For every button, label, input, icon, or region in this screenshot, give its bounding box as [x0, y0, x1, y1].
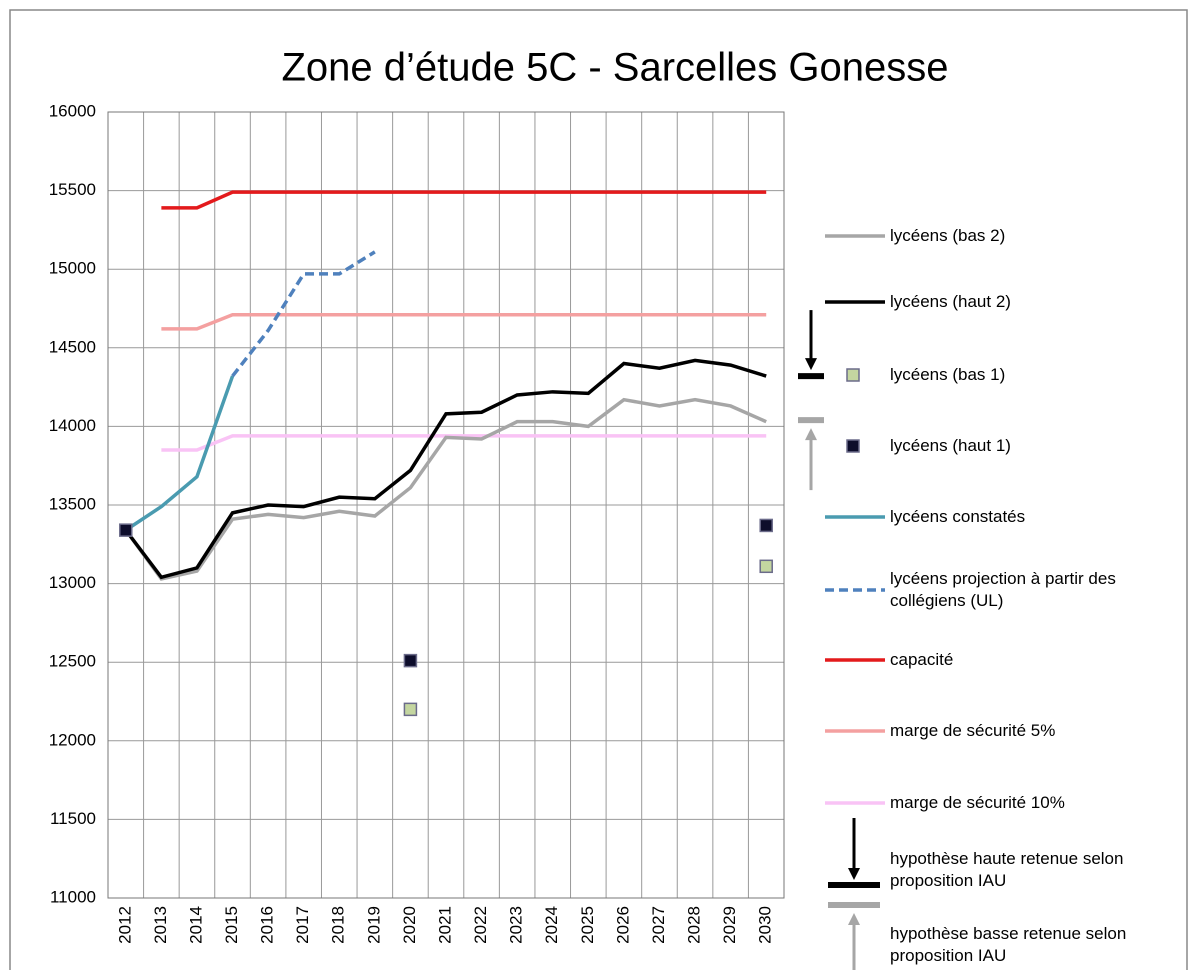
x-tick-label: 2029: [720, 906, 739, 944]
legend-label: lycéens (bas 1): [890, 365, 1006, 384]
legend-swatch: [846, 368, 860, 382]
plot-border: [107, 111, 785, 899]
series-line: [124, 397, 767, 581]
x-tick-label: 2026: [613, 906, 632, 944]
arrow-head: [805, 358, 817, 371]
legend-label: lycéens (haut 1): [890, 436, 1011, 455]
y-tick-label: 12000: [49, 730, 96, 749]
legend-label: lycéens constatés: [890, 507, 1026, 526]
y-tick-label: 12500: [49, 652, 96, 671]
x-tick-label: 2020: [400, 906, 419, 944]
x-tick-label: 2022: [471, 906, 490, 944]
y-tick-label: 14500: [49, 337, 96, 356]
y-tick-label: 16000: [49, 101, 96, 120]
legend-label: lycéens projection à partir des collégie…: [890, 569, 1116, 610]
x-tick-label: 2030: [756, 906, 775, 944]
x-tick-label: 2016: [258, 906, 277, 944]
y-tick-label: 13500: [49, 494, 96, 513]
x-tick-label: 2028: [685, 906, 704, 944]
legend-label: lycéens (bas 2): [890, 226, 1006, 245]
legend-label: hypothèse basse retenue selon propositio…: [890, 924, 1127, 965]
x-tick-label: 2013: [151, 906, 170, 944]
arrow-head: [805, 428, 817, 441]
y-tick-label: 14000: [49, 416, 96, 435]
series-line: [124, 375, 235, 532]
x-tick-label: 2021: [435, 906, 454, 944]
legend-label: marge de sécurité 5%: [890, 721, 1056, 740]
x-tick-label: 2014: [186, 906, 205, 944]
x-tick-label: 2015: [222, 906, 241, 944]
legend-label: marge de sécurité 10%: [890, 793, 1065, 812]
legend-swatch: [846, 439, 860, 453]
series-line: [161, 313, 767, 331]
chart-title: Zone d’étude 5C - Sarcelles Gonesse: [281, 46, 948, 90]
series-marker: [119, 523, 133, 537]
series-marker: [759, 559, 773, 574]
legend-label: lycéens (haut 2): [890, 292, 1011, 311]
series-marker: [403, 653, 418, 668]
x-tick-label: 2017: [293, 906, 312, 944]
y-tick-label: 11500: [50, 809, 96, 828]
chart-border: [9, 9, 1188, 970]
y-tick-label: 15500: [49, 180, 96, 199]
x-tick-label: 2027: [649, 906, 668, 944]
series-line: [231, 250, 376, 378]
series-line: [161, 434, 767, 452]
arrow-head: [848, 868, 860, 880]
x-tick-label: 2019: [364, 906, 383, 944]
y-tick-label: 15000: [49, 259, 96, 278]
x-tick-label: 2024: [542, 906, 561, 944]
series-line: [161, 190, 767, 210]
x-tick-label: 2023: [507, 906, 526, 944]
x-tick-label: 2018: [329, 906, 348, 944]
series-line: [124, 358, 767, 580]
arrow-head: [848, 913, 860, 925]
y-tick-label: 11000: [50, 887, 96, 906]
x-tick-label: 2025: [578, 906, 597, 944]
legend-label: hypothèse haute retenue selon propositio…: [890, 849, 1124, 890]
legend-label: capacité: [890, 650, 954, 669]
series-marker: [403, 702, 418, 717]
series-marker: [759, 518, 773, 533]
x-tick-label: 2012: [115, 906, 134, 944]
y-tick-label: 13000: [49, 573, 96, 592]
